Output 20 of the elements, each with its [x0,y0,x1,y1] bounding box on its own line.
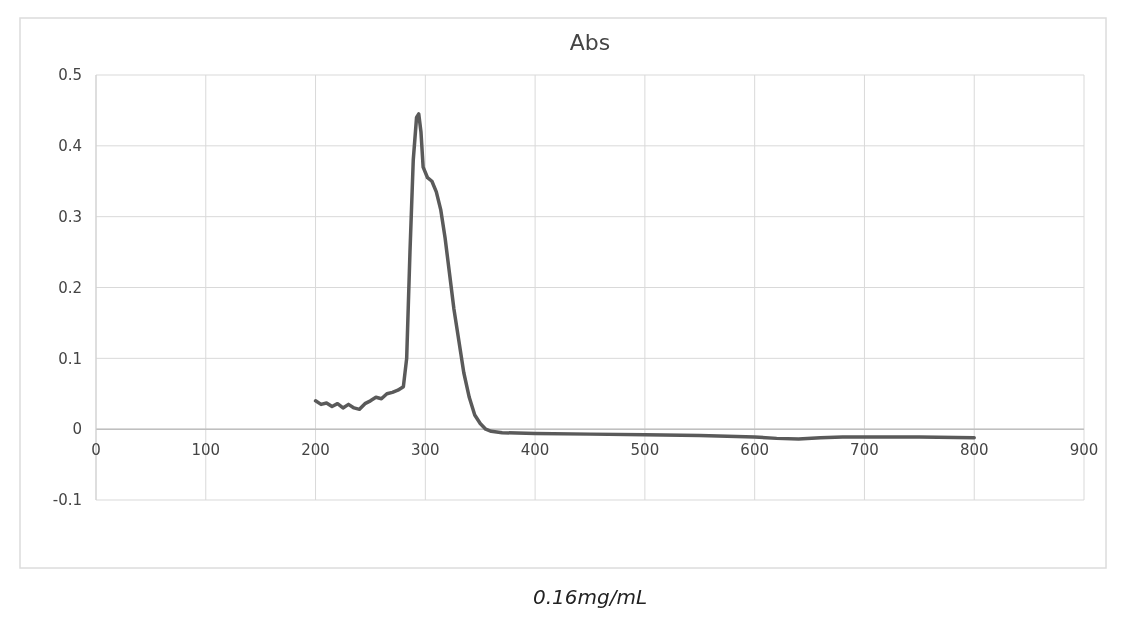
chart-title: Abs [569,30,611,55]
x-tick-label: 600 [740,441,769,460]
y-tick-label: 0.4 [58,137,82,156]
x-tick-label: 400 [520,441,550,460]
y-tick-label: 0.3 [58,207,82,226]
x-tick-label: 900 [1069,441,1099,460]
x-tick-label: 800 [959,441,989,460]
x-tick-label: 200 [301,441,330,460]
y-tick-label: 0.1 [58,349,82,368]
y-tick-label: 0.5 [58,66,82,85]
y-tick-label: -0.1 [52,491,82,510]
y-tick-label: 0.2 [58,278,82,297]
y-tick-label: 0 [72,420,82,439]
line-series [313,112,976,441]
x-tick-label: 500 [630,441,660,460]
text: 0.16mg/mL [532,585,648,609]
x-tick-label: 0 [91,441,101,460]
x-tick-label: 700 [850,441,879,460]
x-tick-label: 100 [191,441,221,460]
x-tick-label: 300 [411,441,440,460]
